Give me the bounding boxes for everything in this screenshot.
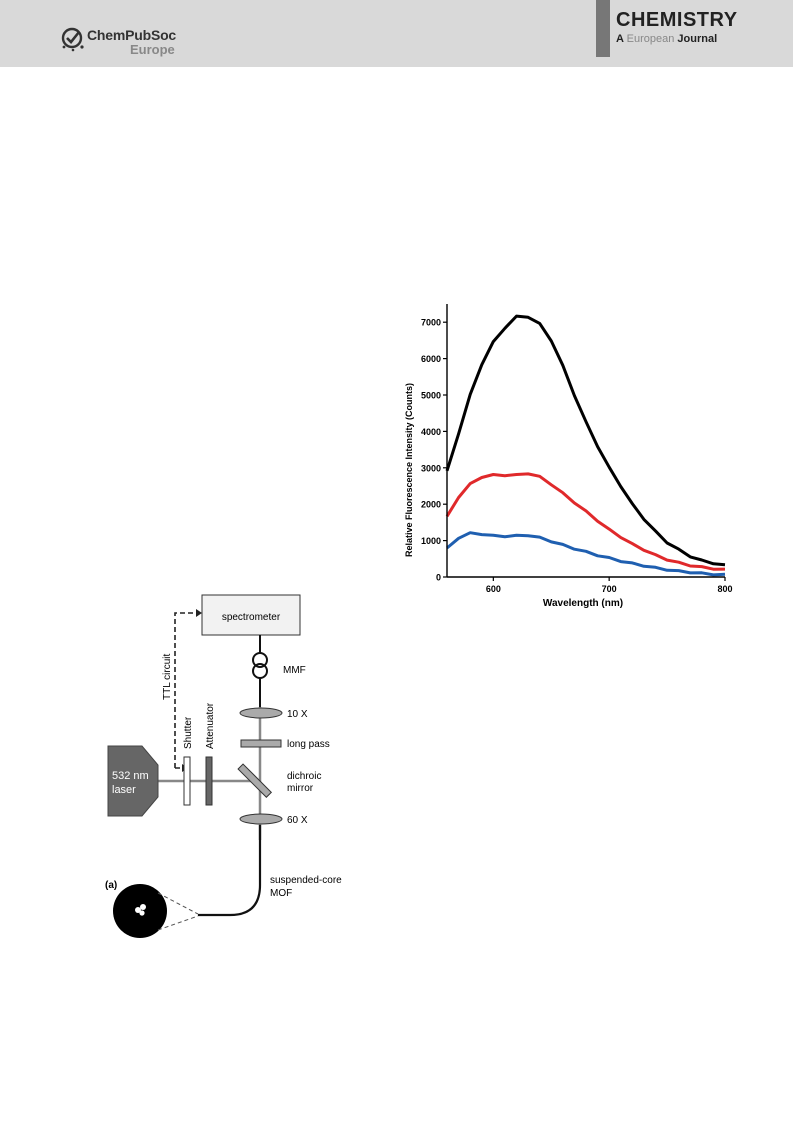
objective-10x-lens-icon xyxy=(239,707,283,719)
long-pass-label: long pass xyxy=(287,739,330,750)
y-tick-label: 2000 xyxy=(421,500,441,510)
chart-series-group xyxy=(445,314,726,577)
journal-title: CHEMISTRY xyxy=(616,9,738,31)
y-tick-label: 6000 xyxy=(421,354,441,364)
zoom-line-bottom xyxy=(157,915,199,931)
objective-10x-label: 10 X xyxy=(287,709,308,720)
laser-source xyxy=(107,745,159,817)
chart-axes: 0 1000 2000 3000 4000 5000 6000 7000 600 700 800 xyxy=(421,304,733,594)
panel-label: (a) xyxy=(105,880,117,891)
x-tick-label: 600 xyxy=(486,584,501,594)
y-tick-label: 5000 xyxy=(421,391,441,401)
fluorescence-chart: 0 1000 2000 3000 4000 5000 6000 7000 600 700 800 W… xyxy=(404,304,733,609)
spectrometer-label: spectrometer xyxy=(222,612,281,623)
x-axis-label: Wavelength (nm) xyxy=(543,598,623,609)
series-line-0 xyxy=(445,314,726,567)
attenuator-label: Attenuator xyxy=(205,702,216,749)
publisher-name: ChemPubSoc xyxy=(87,27,177,43)
y-tick-label: 4000 xyxy=(421,427,441,437)
journal-sub-a: A xyxy=(616,33,624,45)
mmf-coil-top-icon xyxy=(252,652,268,668)
dichroic-label-2: mirror xyxy=(287,783,314,794)
molecule-logo-icon xyxy=(61,27,84,52)
shutter xyxy=(183,756,191,806)
laser-label-1: 532 nm xyxy=(112,770,149,782)
laser-label-2: laser xyxy=(112,784,136,796)
x-tick-label: 700 xyxy=(602,584,617,594)
fiber-core-hole-2 xyxy=(140,904,146,910)
journal-accent-bar xyxy=(596,0,610,57)
journal-sub-c: Journal xyxy=(677,33,718,45)
attenuator xyxy=(205,756,213,806)
setup-diagram: spectrometer TTL circuit MMF 10 X long p… xyxy=(105,594,342,938)
ttl-arrow-top-icon xyxy=(196,609,202,617)
dichroic-mirror xyxy=(237,763,273,798)
shutter-label: Shutter xyxy=(183,716,194,749)
long-pass-filter xyxy=(240,739,282,748)
dichroic-label-1: dichroic xyxy=(287,771,321,782)
page-header: ChemPubSoc Europe CHEMISTRY A European J… xyxy=(0,0,793,67)
fiber-core-hole-3 xyxy=(139,910,145,916)
mmf-label: MMF xyxy=(283,665,306,676)
publisher-region: Europe xyxy=(130,42,175,57)
series-line-1 xyxy=(445,472,726,571)
y-tick-label: 0 xyxy=(436,573,441,583)
zoom-line-top xyxy=(157,892,199,915)
y-tick-label: 7000 xyxy=(421,318,441,328)
mof-label-2: MOF xyxy=(270,888,292,899)
mof-fiber xyxy=(198,825,262,917)
objective-60x-label: 60 X xyxy=(287,815,308,826)
y-tick-label: 3000 xyxy=(421,463,441,473)
spectrometer-box xyxy=(201,594,301,636)
journal-sub-b: European xyxy=(626,33,675,45)
series-line-2 xyxy=(446,531,726,577)
y-tick-label: 1000 xyxy=(421,536,441,546)
y-axis-label: Relative Fluorescence Intensity (Counts) xyxy=(404,383,414,557)
x-tick-label: 800 xyxy=(717,584,732,594)
journal-subtitle: A European Journal xyxy=(616,33,717,45)
ttl-label: TTL circuit xyxy=(162,653,173,700)
ttl-circuit-line xyxy=(174,612,200,768)
objective-60x-lens-icon xyxy=(239,813,283,825)
fiber-core-hole-1 xyxy=(135,907,141,913)
mof-label-1: suspended-core xyxy=(270,875,342,886)
